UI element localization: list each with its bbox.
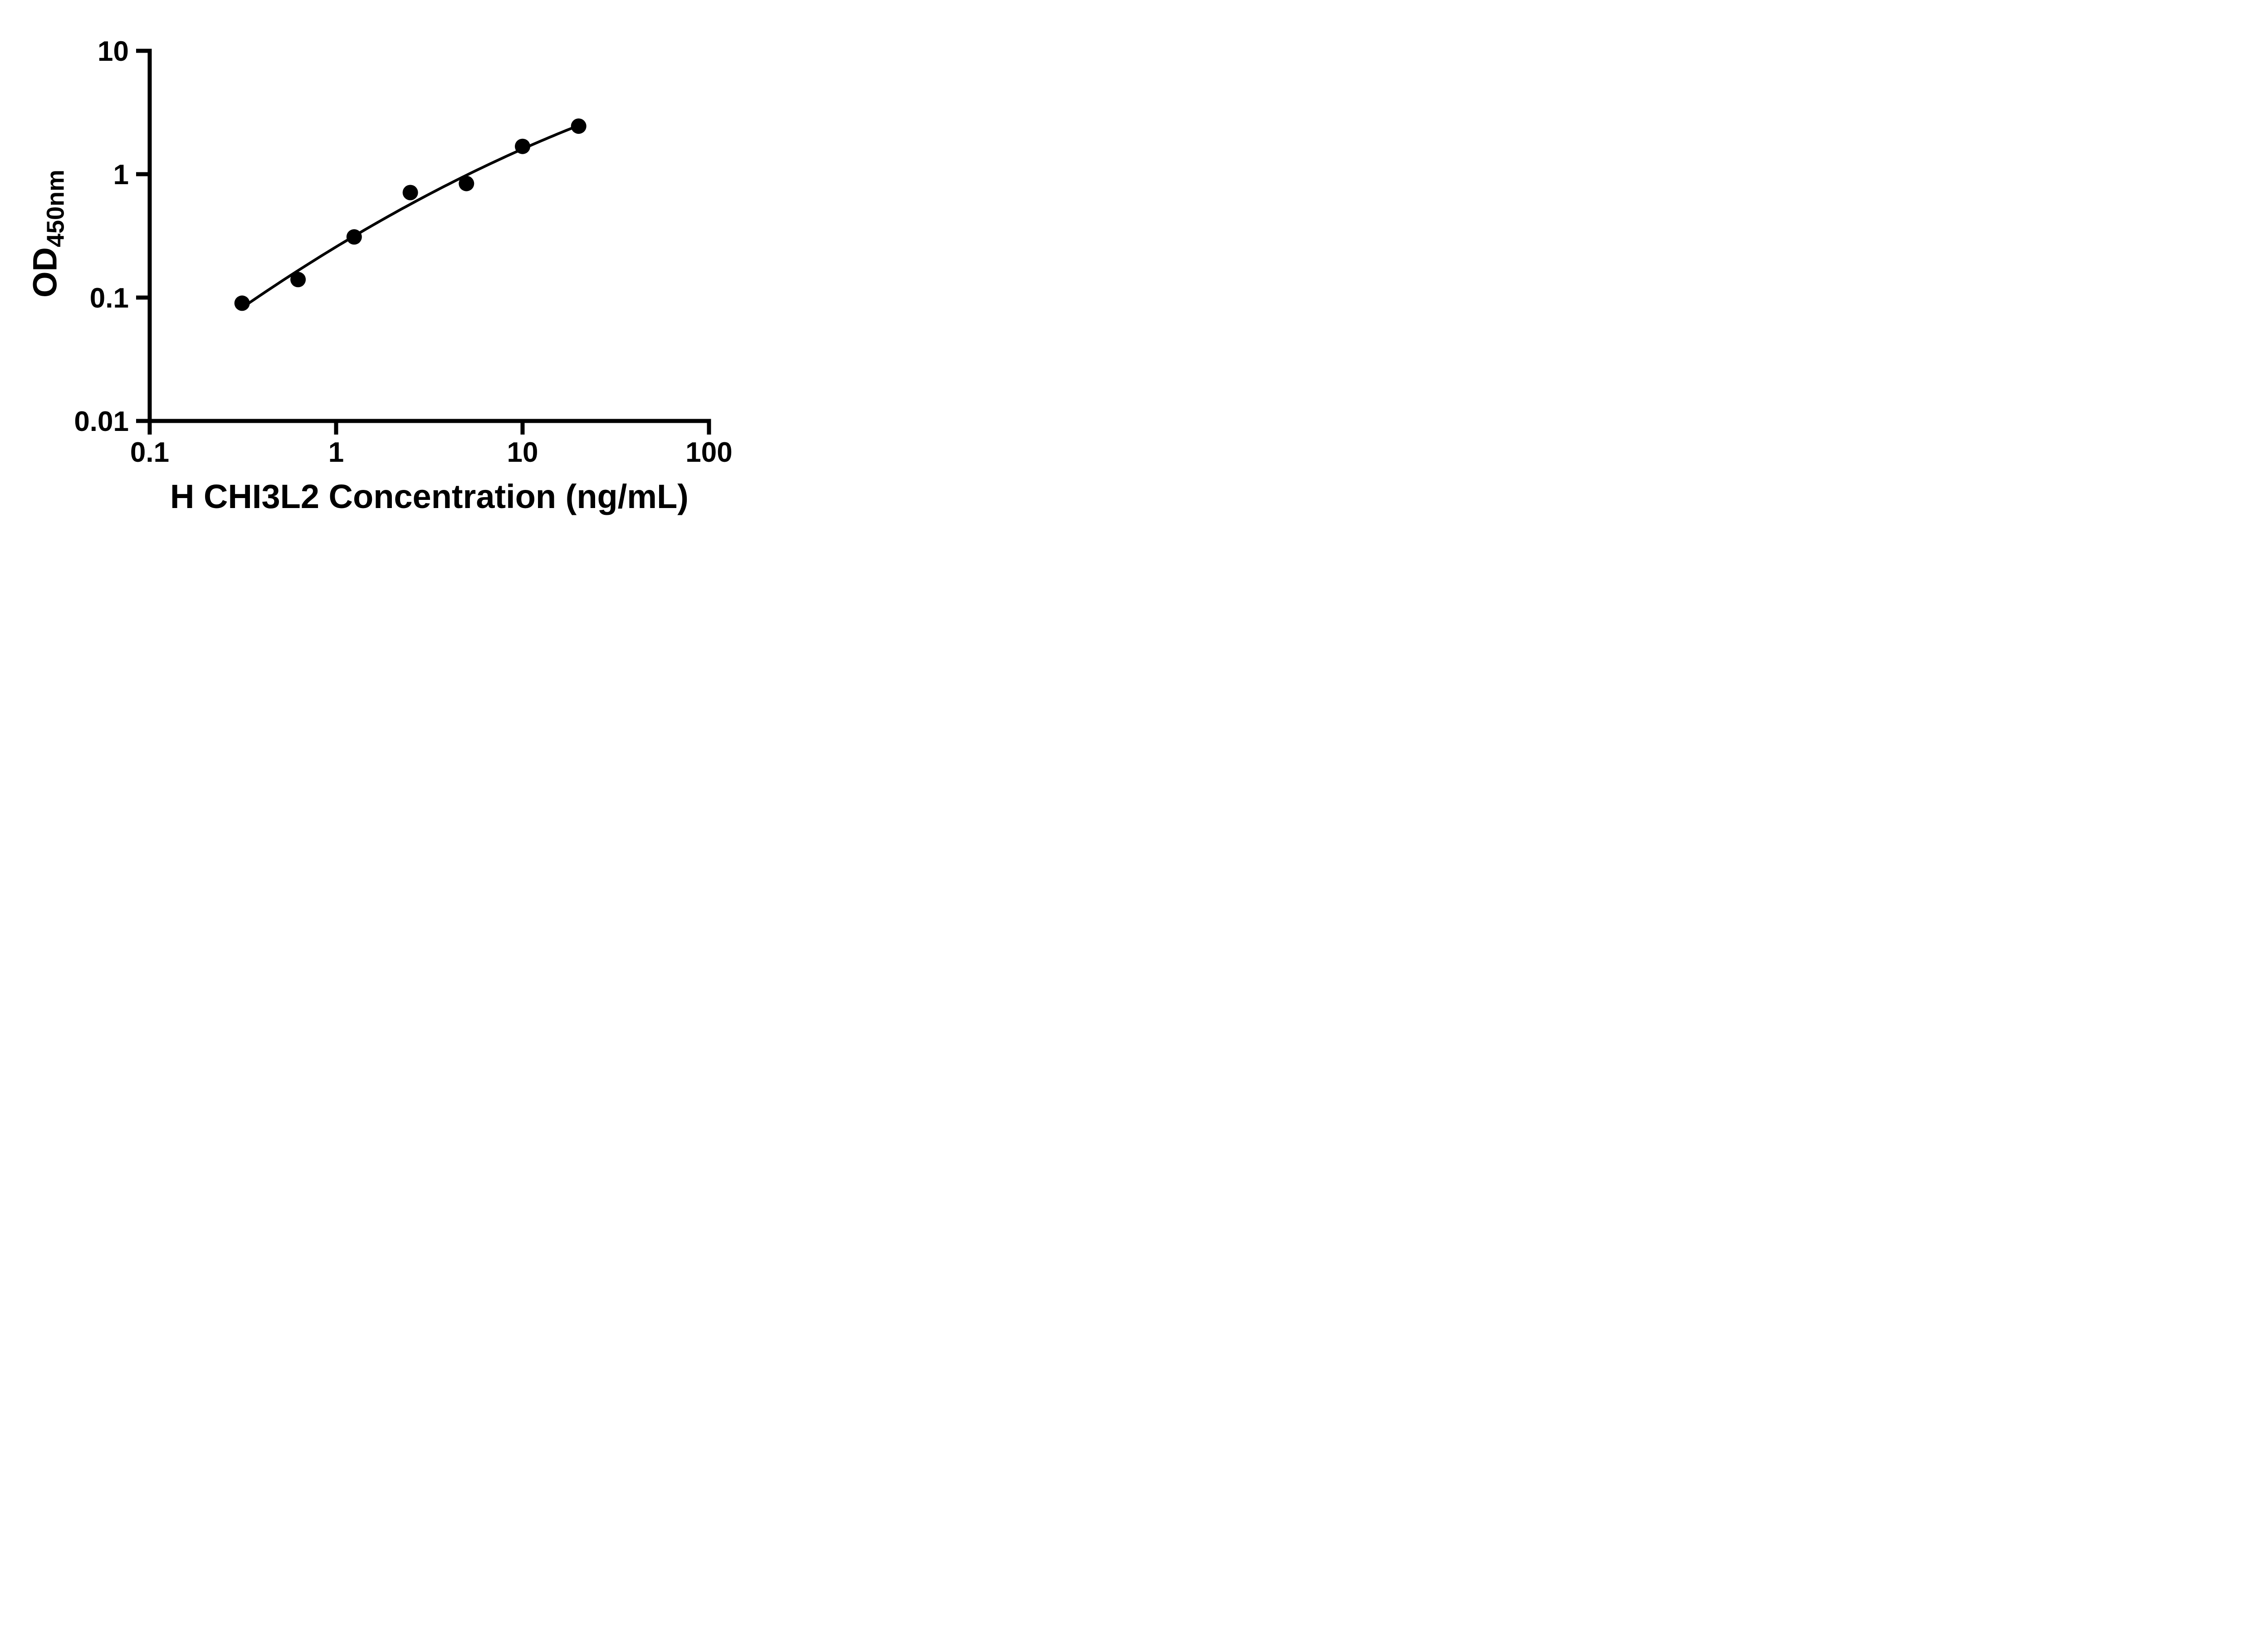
data-point bbox=[346, 229, 362, 245]
x-tick-label: 0.1 bbox=[130, 437, 169, 468]
x-tick-label: 100 bbox=[685, 437, 732, 468]
elisa-standard-curve-figure: 0.1 1 10 100 0.01 0.1 1 10 H CHI3L2 Concentrati… bbox=[0, 0, 777, 544]
x-tick-label: 10 bbox=[507, 437, 538, 468]
y-axis-title-subscript: 450nm bbox=[42, 169, 69, 248]
data-point bbox=[234, 295, 250, 311]
y-tick-label: 10 bbox=[98, 36, 129, 67]
axes bbox=[147, 49, 711, 423]
y-axis-title: OD450nm bbox=[26, 170, 70, 298]
data-point bbox=[402, 185, 418, 200]
x-axis-title: H CHI3L2 Concentration (ng/mL) bbox=[170, 478, 689, 515]
x-tick-label: 1 bbox=[328, 437, 344, 468]
y-axis-title-main: OD bbox=[26, 247, 64, 298]
data-point bbox=[571, 118, 587, 134]
y-tick-label: 0.1 bbox=[90, 283, 129, 314]
data-point bbox=[290, 272, 306, 288]
y-tick-label: 0.01 bbox=[74, 406, 129, 437]
data-point bbox=[459, 176, 474, 191]
y-tick-label: 1 bbox=[113, 159, 129, 191]
data-point bbox=[515, 138, 530, 154]
